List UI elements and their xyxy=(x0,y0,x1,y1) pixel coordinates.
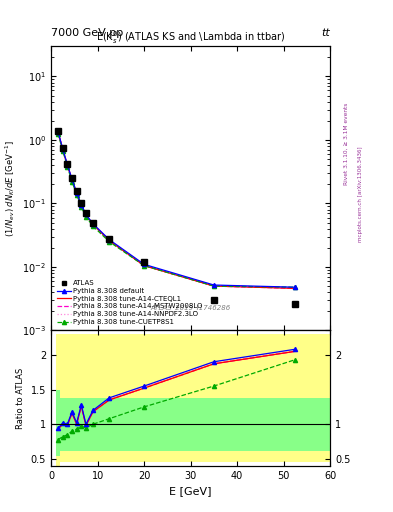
X-axis label: E [GeV]: E [GeV] xyxy=(169,486,212,496)
Legend: ATLAS, Pythia 8.308 default, Pythia 8.308 tune-A14-CTEQL1, Pythia 8.308 tune-A14: ATLAS, Pythia 8.308 default, Pythia 8.30… xyxy=(55,278,205,327)
Text: Rivet 3.1.10, ≥ 3.1M events: Rivet 3.1.10, ≥ 3.1M events xyxy=(344,102,349,184)
Text: ATLAS_2019_I1746286: ATLAS_2019_I1746286 xyxy=(151,304,231,311)
Y-axis label: $(1/N_{ev})$ $dN_K/dE$ $[\mathrm{GeV}^{-1}]$: $(1/N_{ev})$ $dN_K/dE$ $[\mathrm{GeV}^{-… xyxy=(3,140,17,237)
Text: 7000 GeV pp: 7000 GeV pp xyxy=(51,28,123,38)
Text: tt: tt xyxy=(321,28,330,38)
Title: E(K$_s^0$) (ATLAS KS and \Lambda in ttbar): E(K$_s^0$) (ATLAS KS and \Lambda in ttba… xyxy=(96,29,285,46)
Y-axis label: Ratio to ATLAS: Ratio to ATLAS xyxy=(16,368,25,429)
Text: mcplots.cern.ch [arXiv:1306.3436]: mcplots.cern.ch [arXiv:1306.3436] xyxy=(358,147,363,242)
